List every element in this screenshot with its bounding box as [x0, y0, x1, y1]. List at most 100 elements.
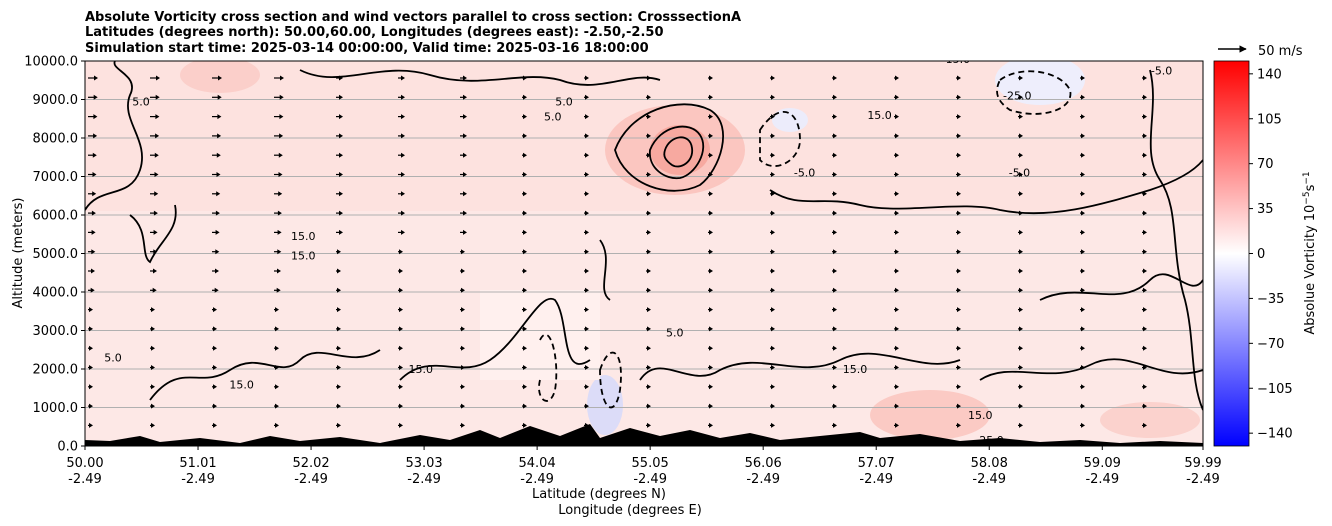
colorbar-label: Absolue Vorticity 10−5s−1 — [1302, 171, 1318, 334]
wind-vector-head — [1081, 307, 1085, 313]
wind-vector-head — [585, 172, 589, 177]
wind-vector-head — [833, 191, 837, 197]
wind-vector-head — [215, 229, 220, 235]
wind-vector-head — [339, 191, 343, 197]
wind-vector-head — [279, 114, 284, 120]
wind-vector-head — [280, 75, 284, 81]
wind-vector-head — [339, 152, 343, 158]
contour-upper-left — [85, 61, 143, 211]
wind-vector-head — [585, 345, 589, 351]
wind-vector-head — [401, 172, 405, 177]
wind-vector-head — [833, 307, 837, 313]
wind-vector-head — [401, 114, 405, 120]
wind-vector-head — [895, 229, 899, 235]
wind-vector-head — [401, 94, 405, 100]
wind-vector-head — [895, 365, 899, 370]
wind-vector-head — [771, 75, 775, 81]
wind-vector-head — [155, 133, 160, 139]
wind-vector-head — [895, 287, 899, 293]
wind-vector-head — [337, 422, 341, 428]
wind-vector-head — [833, 94, 837, 100]
wind-vector-head — [895, 384, 899, 390]
wind-vector-head — [153, 229, 158, 235]
wind-vector-head — [151, 345, 155, 351]
wind-vector-head — [523, 172, 527, 177]
wind-vector-head — [1081, 75, 1085, 81]
wind-vector-head — [709, 249, 713, 255]
wind-vector-head — [771, 152, 775, 158]
wind-vector-head — [277, 268, 281, 274]
y-tick-label: 7000.0 — [33, 170, 79, 185]
contour-low-2 — [399, 297, 591, 381]
wind-vector-head — [647, 403, 651, 409]
y-tick-label: 0.0 — [57, 440, 78, 455]
wind-vector-head — [585, 94, 589, 100]
wind-vector-head — [523, 75, 527, 81]
wind-vector-head — [647, 307, 651, 313]
wind-vector-head — [647, 172, 651, 177]
wind-vector-head — [1143, 268, 1147, 274]
wind-vector-head — [957, 249, 961, 255]
contour-label: -5.0 — [1151, 64, 1172, 77]
wind-vector-head — [833, 422, 837, 428]
wind-vector-head — [523, 345, 527, 351]
wind-vector-head — [833, 249, 837, 255]
wind-vector-head — [895, 114, 899, 120]
wind-vector-head — [709, 307, 713, 313]
wind-vector-head — [957, 268, 961, 274]
wind-vector-head — [1019, 75, 1023, 81]
wind-vector-head — [337, 326, 341, 332]
wind-vector-head — [709, 114, 713, 120]
wind-vector-head — [89, 422, 93, 428]
wind-vector-head — [461, 287, 465, 293]
contour-low-1 — [149, 349, 381, 401]
wind-vector-head — [89, 326, 93, 332]
wind-vector-head — [153, 210, 158, 216]
wind-vector-head — [709, 94, 713, 100]
wind-vector-head — [275, 384, 279, 390]
wind-vector-head — [399, 287, 403, 293]
wind-vector-head — [709, 422, 713, 428]
y-tick-label: 8000.0 — [33, 132, 79, 147]
colorbar-tick-label: −140 — [1257, 427, 1293, 442]
x-axis-label-lat: Latitude (degrees N) — [532, 487, 666, 502]
contour-label: 15.0 — [867, 109, 892, 122]
title-line-2: Latitudes (degrees north): 50.00,60.00, … — [85, 25, 664, 40]
wind-vector-head — [216, 191, 221, 197]
colorbar-tick-label: 70 — [1257, 157, 1274, 172]
shade-neg-2 — [772, 108, 808, 132]
wind-vector-head — [1019, 307, 1023, 313]
contour-neg-3 — [538, 333, 558, 402]
x-tick-label-lat: 56.06 — [745, 456, 782, 471]
wind-vector-head — [895, 249, 899, 255]
wind-vector-head — [89, 384, 93, 390]
wind-vector-head — [279, 133, 284, 139]
wind-vector-head — [217, 94, 222, 100]
wind-vector-head — [771, 268, 775, 274]
wind-vector-head — [1019, 326, 1023, 332]
y-tick-label: 3000.0 — [33, 324, 79, 339]
wind-vector-head — [154, 152, 159, 158]
contour-label: 15.0 — [291, 249, 316, 262]
wind-vector-head — [91, 210, 96, 216]
contour-label: 5.0 — [544, 111, 562, 124]
wind-vector-head — [1143, 133, 1147, 139]
wind-vector-head — [647, 94, 651, 100]
wind-vector-head — [647, 249, 651, 255]
wind-vector-head — [523, 307, 527, 313]
colorbar-gradient — [1213, 60, 1250, 447]
wind-vector-head — [957, 307, 961, 313]
wind-vector-head — [771, 287, 775, 293]
wind-vector-head — [833, 287, 837, 293]
contour-label: 15.0 — [291, 230, 316, 243]
colorbar-label-unit-exp: −1 — [1302, 171, 1312, 184]
wind-vector-head — [461, 345, 465, 351]
wind-vector-head — [1019, 403, 1023, 409]
contour-mid-right — [769, 159, 1203, 215]
title-line-1: Absolute Vorticity cross section and win… — [85, 10, 741, 25]
wind-vector-head — [957, 133, 961, 139]
x-tick-label-lat: 55.05 — [632, 456, 669, 471]
wind-vector-head — [1081, 94, 1085, 100]
wind-vector-head — [523, 114, 527, 120]
wind-vector-head — [337, 249, 341, 255]
